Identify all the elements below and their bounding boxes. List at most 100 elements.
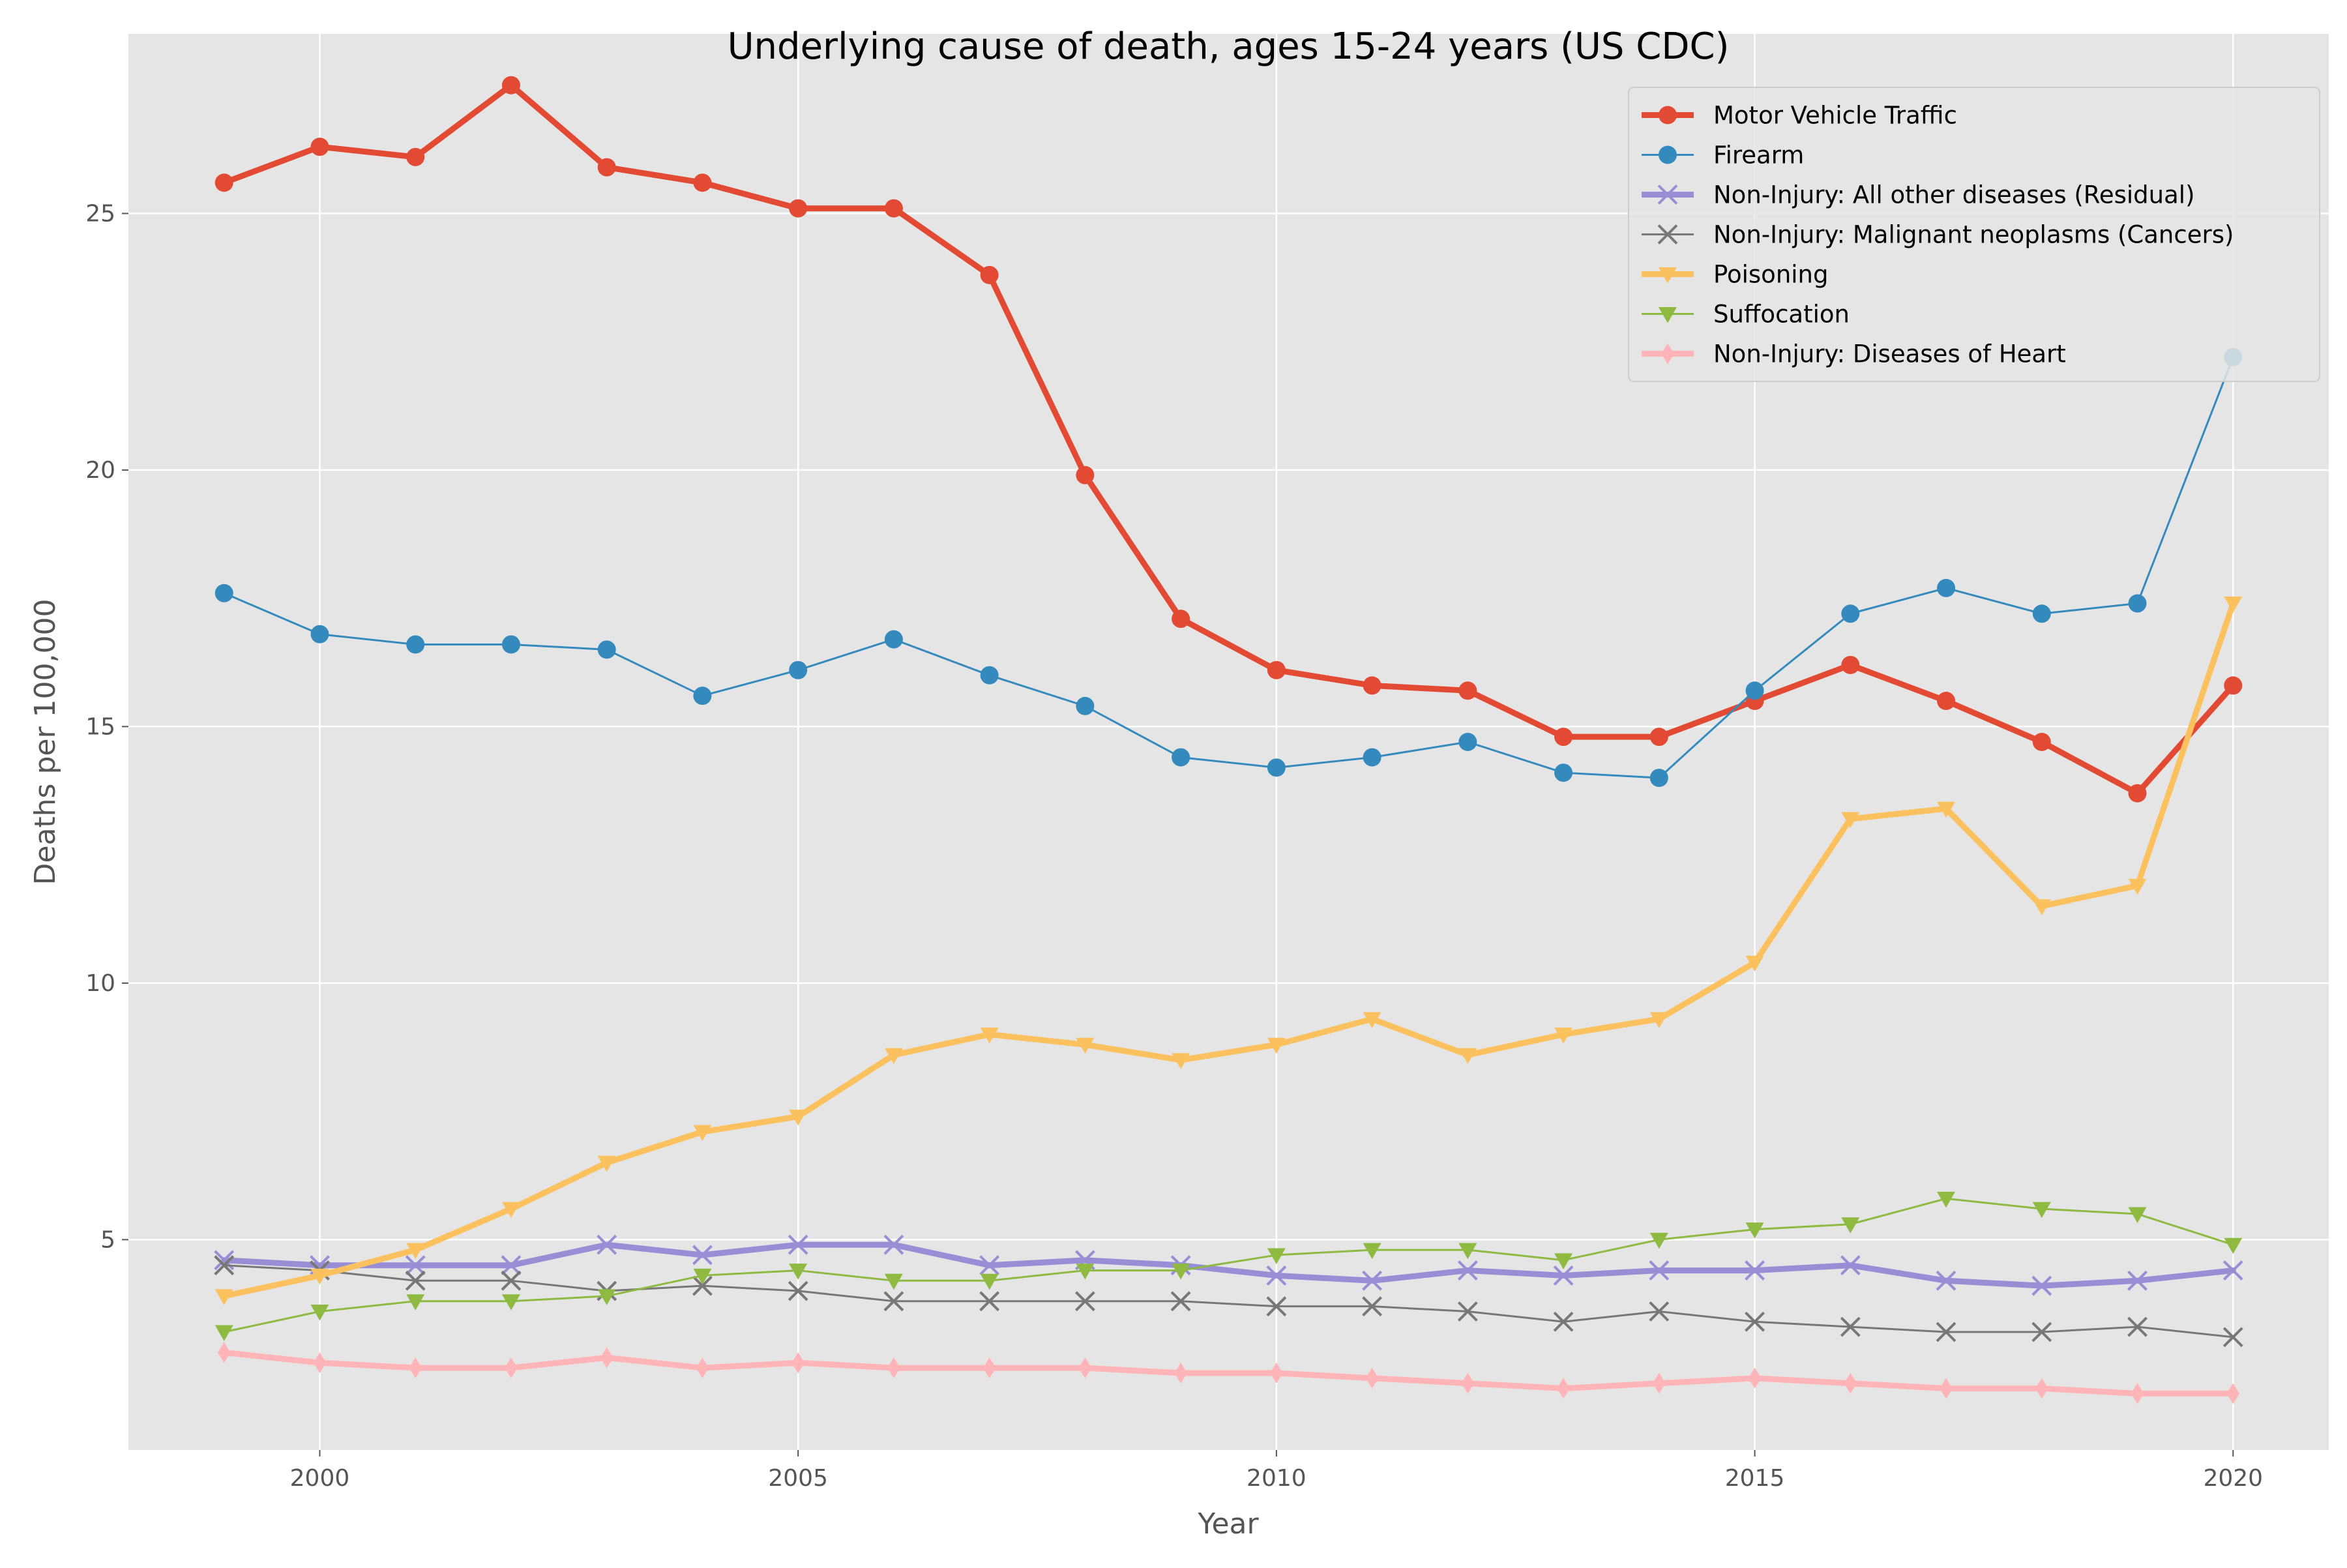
legend-label: Poisoning [1713,261,1829,289]
non-injury-all-other-diseases-residual-point [1457,1260,1478,1280]
non-injury-malignant-neoplasms-cancers-point [2127,1316,2148,1337]
poisoning-point [310,1268,329,1285]
non-injury-all-other-diseases-residual-point [1553,1265,1574,1286]
non-injury-all-other-diseases-residual-point [1745,1260,1765,1280]
non-injury-all-other-diseases-residual-point [1266,1265,1287,1286]
suffocation-point [310,1305,329,1321]
motor-vehicle-traffic-point [1076,466,1095,484]
x-tick-label: 2015 [1725,1465,1785,1492]
suffocation-point [693,1268,712,1285]
firearm-point [1937,578,1956,597]
chart-title: Underlying cause of death, ages 15-24 ye… [728,25,1730,68]
non-injury-all-other-diseases-residual-point [405,1255,426,1276]
legend-item-firearm: Firearm [1642,141,1804,170]
non-injury-diseases-of-heart-point [982,1357,996,1379]
firearm-series [214,348,2243,788]
poisoning-point [789,1109,808,1126]
legend: Motor Vehicle Traffic Firearm Non-Injury: … [1628,87,2320,382]
non-injury-malignant-neoplasms-cancers-point [501,1270,522,1291]
firearm-point [597,640,616,659]
poisoning-point [1841,812,1860,829]
suffocation-point [406,1294,425,1310]
non-injury-diseases-of-heart-point [1461,1372,1475,1394]
firearm-point [1076,696,1095,715]
non-injury-all-other-diseases-residual-point [692,1245,713,1265]
y-tick-label: 5 [100,1226,115,1253]
motor-vehicle-traffic-point [1937,692,1956,711]
firearm-point [1267,758,1286,777]
legend-label: Non-Injury: Malignant neoplasms (Cancers… [1713,221,2234,249]
motor-vehicle-traffic-point [597,158,616,177]
firearm-point [1649,769,1668,788]
poisoning-point [980,1028,999,1044]
non-injury-malignant-neoplasms-cancers-point [1840,1316,1861,1337]
legend-label: Non-Injury: Diseases of Heart [1713,340,2066,368]
non-injury-all-other-diseases-residual-point [979,1255,1000,1276]
non-injury-all-other-diseases-residual-point [2222,1260,2243,1280]
legend-label: Firearm [1713,141,1804,170]
legend-firearm-point [1659,145,1677,164]
firearm-line [223,356,2234,779]
suffocation-point [980,1273,999,1290]
non-injury-all-other-diseases-residual-point [2031,1275,2052,1296]
non-injury-diseases-of-heart-point [1653,1372,1666,1394]
non-injury-diseases-of-heart-point [505,1357,518,1379]
firearm-point [310,625,329,643]
suffocation-point [1554,1253,1573,1269]
non-injury-diseases-of-heart-series [217,1342,2240,1404]
poisoning-point [2224,597,2243,613]
non-injury-all-other-diseases-residual-point [883,1234,904,1255]
non-injury-malignant-neoplasms-cancers-point [405,1270,426,1291]
poisoning-point [2128,878,2147,895]
firearm-point [501,635,520,654]
non-injury-malignant-neoplasms-cancers-point [1553,1311,1574,1332]
non-injury-diseases-of-heart-point [1078,1357,1092,1379]
poisoning-point [597,1155,616,1172]
non-injury-malignant-neoplasms-cancers-point [1170,1291,1191,1312]
non-injury-diseases-of-heart-point [791,1352,804,1374]
y-tick-label: 15 [85,713,115,740]
poisoning-point [2032,899,2051,915]
suffocation-point [1745,1222,1764,1239]
suffocation-point [2128,1207,2147,1223]
firearm-point [214,584,233,602]
motor-vehicle-traffic-point [1841,655,1860,674]
legend-item-suffocation: Suffocation [1642,301,1850,329]
non-injury-diseases-of-heart-point [1844,1372,1857,1394]
firearm-point [1172,748,1190,767]
non-injury-diseases-of-heart-point [2226,1383,2240,1404]
legend-item-poisoning: Poisoning [1642,261,1829,289]
legend-poisoning-point [1659,267,1677,284]
poisoning-point [1745,955,1764,972]
legend-non-injury-all-other-diseases-residual-point [1657,185,1678,205]
firearm-point [1841,604,1860,623]
motor-vehicle-traffic-point [980,265,999,284]
y-axis-label: Deaths per 100,000 [29,599,62,885]
non-injury-malignant-neoplasms-cancers-point [692,1275,713,1296]
suffocation-point [1649,1232,1668,1249]
motor-vehicle-traffic-point [2128,784,2147,803]
non-injury-malignant-neoplasms-cancers-point [214,1255,235,1276]
suffocation-point [884,1273,903,1290]
legend-label: Suffocation [1713,301,1850,329]
suffocation-point [1937,1191,1956,1208]
non-injury-malignant-neoplasms-cancers-point [788,1280,808,1301]
suffocation-point [1841,1217,1860,1234]
y-tick-label: 20 [85,457,115,484]
poisoning-point [1554,1028,1573,1044]
firearm-point [1554,763,1573,782]
poisoning-line [221,600,2236,1299]
firearm-point [1363,748,1381,767]
motor-vehicle-traffic-point [1172,610,1190,629]
motor-vehicle-traffic-point [693,173,712,192]
non-injury-diseases-of-heart-point [1940,1378,1953,1399]
non-injury-malignant-neoplasms-cancers-point [1457,1301,1478,1322]
non-injury-diseases-of-heart-point [1270,1362,1283,1384]
suffocation-point [1267,1248,1286,1264]
legend-item-motor-vehicle-traffic: Motor Vehicle Traffic [1642,102,1957,130]
x-tick-label: 2010 [1247,1465,1306,1492]
motor-vehicle-traffic-point [1267,660,1286,679]
poisoning-point [884,1048,903,1065]
